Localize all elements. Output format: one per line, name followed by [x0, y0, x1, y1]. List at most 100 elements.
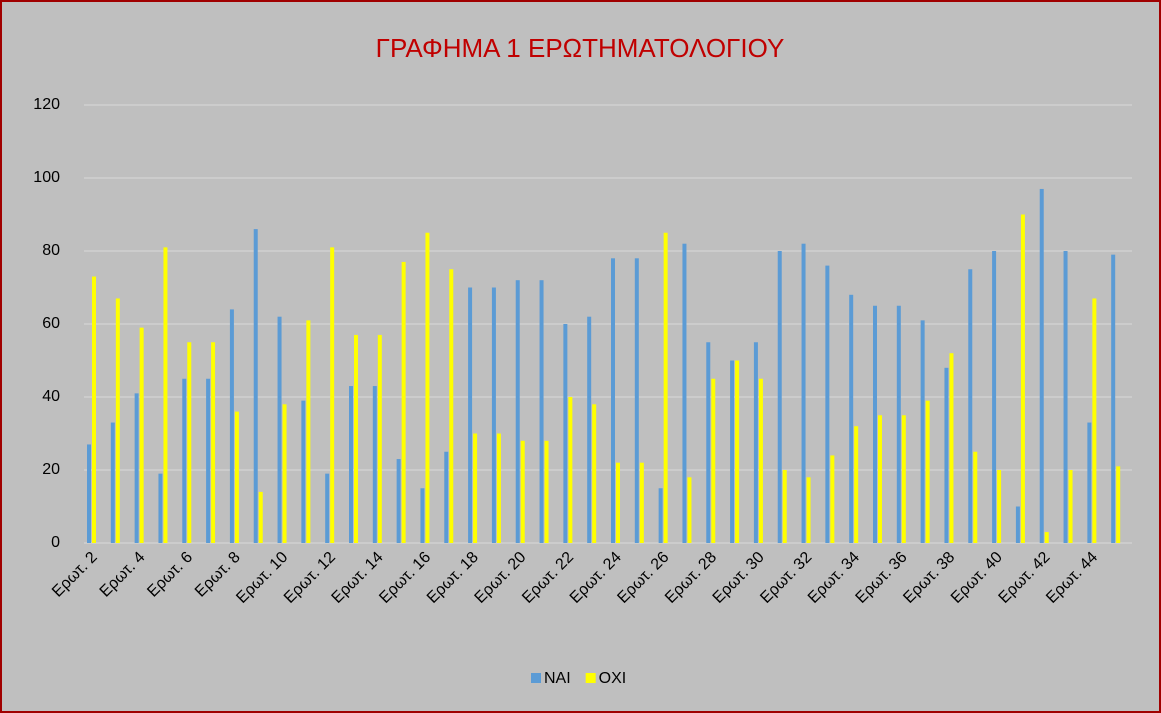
bar [496, 433, 501, 543]
bar [349, 386, 353, 543]
bar [1015, 506, 1020, 543]
bar [706, 342, 711, 543]
legend-swatch [531, 673, 541, 683]
bar [425, 232, 430, 543]
chart-title: ΓΡΑΦΗΜΑ 1 ΕΡΩΤΗΜΑΤΟΛΟΓΙΟΥ [376, 33, 785, 63]
bar [1087, 422, 1092, 543]
bar [730, 360, 735, 543]
bar [539, 280, 544, 543]
bar [520, 440, 525, 543]
bar [616, 462, 620, 543]
y-tick-label: 120 [33, 96, 60, 113]
bar [568, 397, 573, 543]
bar [372, 386, 377, 543]
bar [1044, 532, 1049, 543]
bar [544, 440, 549, 543]
bar [468, 287, 473, 543]
bar [878, 415, 882, 543]
bar [663, 232, 668, 543]
bar [711, 378, 716, 543]
bar [473, 433, 478, 543]
bar [973, 451, 978, 543]
y-tick-label: 20 [42, 461, 60, 478]
legend-label: ΝΑΙ [544, 670, 571, 687]
bar [944, 367, 949, 543]
bar [110, 422, 115, 543]
bar [925, 400, 930, 543]
bar [87, 444, 91, 543]
y-tick-label: 80 [42, 242, 60, 259]
bar [735, 360, 740, 543]
bar [825, 265, 830, 543]
bar [330, 247, 335, 543]
bar [491, 287, 496, 543]
bar [658, 488, 663, 543]
legend-swatch [585, 673, 596, 683]
bar [377, 334, 382, 543]
y-tick-label: 100 [33, 169, 60, 186]
bar [592, 404, 597, 543]
bar [997, 470, 1002, 543]
bar [234, 411, 239, 543]
bar [1068, 470, 1073, 543]
bar [777, 251, 782, 543]
bar [158, 473, 163, 543]
bar [396, 459, 401, 543]
bar [325, 473, 330, 543]
legend-label: ΟΧΙ [599, 670, 627, 687]
bar [354, 334, 358, 543]
bar [163, 247, 168, 543]
bar [1092, 298, 1097, 543]
bar [896, 305, 901, 543]
bar [901, 415, 906, 543]
bar [806, 477, 811, 543]
bar [687, 477, 692, 543]
bar [1039, 188, 1044, 543]
bar [992, 251, 997, 543]
bar [949, 353, 954, 543]
bar [134, 393, 139, 543]
y-tick-label: 40 [42, 388, 60, 405]
bar [449, 269, 454, 543]
bar [258, 491, 263, 543]
bar [444, 451, 449, 543]
bar [139, 327, 144, 543]
bar [639, 462, 644, 543]
bar [611, 258, 615, 543]
bar [682, 243, 687, 543]
bar [420, 488, 425, 543]
bar [1116, 466, 1121, 543]
bar [849, 294, 854, 543]
y-tick-label: 0 [51, 534, 60, 551]
bar [587, 316, 592, 543]
bar [920, 320, 925, 543]
bar [782, 470, 787, 543]
bar [253, 229, 258, 543]
bar [830, 455, 835, 543]
bar [634, 258, 639, 543]
bar [229, 309, 234, 543]
bar [401, 261, 406, 543]
bar [968, 269, 973, 543]
bar [211, 342, 216, 543]
bar [206, 378, 211, 543]
bar [187, 342, 192, 543]
bar [115, 298, 120, 543]
bar [854, 426, 859, 543]
bar [282, 404, 287, 543]
bar [277, 316, 282, 543]
bar [301, 400, 306, 543]
bar [1020, 214, 1025, 543]
bar [801, 243, 806, 543]
bar [1063, 251, 1068, 543]
bar [753, 342, 758, 543]
bar [306, 320, 311, 543]
bar [182, 378, 187, 543]
bar [92, 276, 96, 543]
bar [563, 324, 568, 543]
bar [758, 378, 763, 543]
bar [515, 280, 520, 543]
bar [1111, 254, 1116, 543]
